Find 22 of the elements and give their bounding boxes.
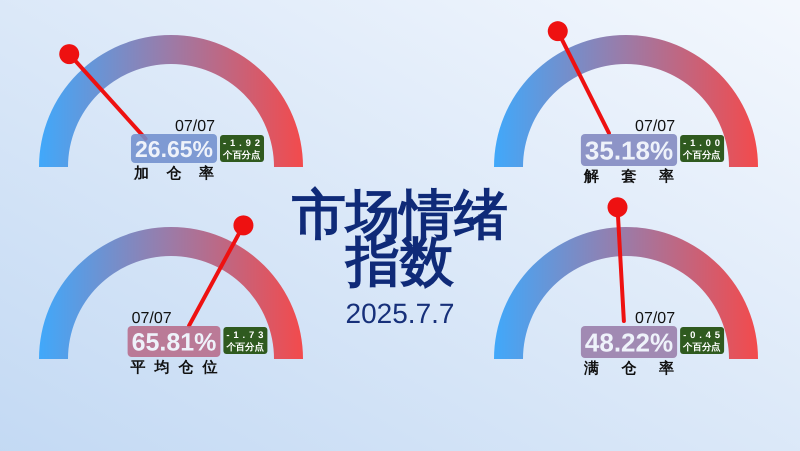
data-label: 48.22% [584,327,674,358]
text: 个百分点 [225,341,264,353]
text: 平均仓位 [130,359,218,376]
text: 个百分点 [682,341,722,353]
data-label: 35.18% [584,135,674,166]
text: 加仓率 [132,164,214,182]
text: 07/07 [635,118,676,135]
text: 个百分点 [682,149,722,161]
text: -1.92 [223,138,260,149]
text: 07/07 [174,118,216,135]
text: 满仓率 [582,359,674,377]
text: -1.73 [226,330,264,341]
text: 2025.7.7 [346,298,454,329]
data-label: 65.81% [132,328,216,356]
text: 07/07 [635,310,676,327]
text: 个百分点 [222,149,262,161]
data-label: 26.65% [134,136,214,162]
text: 市场情绪指数 [291,185,508,292]
text: 解套率 [582,167,674,185]
text: -1.00 [683,138,720,149]
text: 07/07 [132,310,172,327]
text: -0.45 [683,330,721,341]
